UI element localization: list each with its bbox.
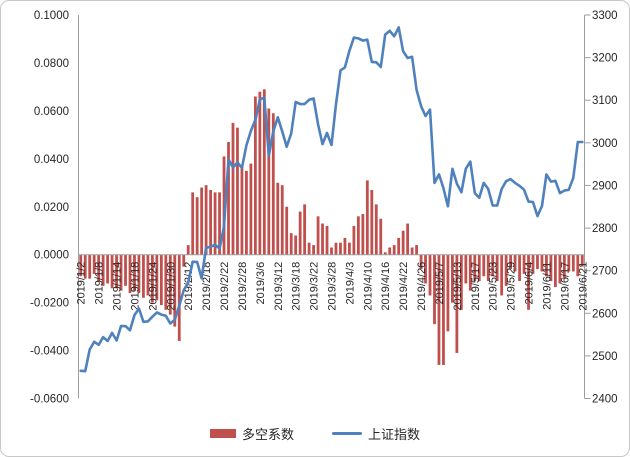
- x-axis-tick-label: 2019/5/13: [452, 262, 464, 311]
- x-axis-tick-label: 2019/6/11: [541, 262, 553, 310]
- right-axis-tick-label: 2900: [592, 180, 618, 192]
- right-axis-labels: 3300 3200 3100 3000 2900 2800 2700 2600 2500 2400: [584, 10, 618, 406]
- bar-series-swatch-icon: [209, 428, 236, 438]
- x-axis-tick-label: 2019/3/12: [273, 262, 285, 311]
- right-axis-tick-label: 3100: [592, 95, 618, 107]
- right-axis-tick-label: 3000: [592, 138, 618, 150]
- x-axis-tick-label: 2019/3/18: [291, 262, 303, 311]
- left-axis-tick-label: 0.0000: [34, 250, 69, 262]
- x-axis-tick-label: 2019/4/16: [380, 262, 392, 311]
- x-axis-tick-label: 2019/1/30: [165, 262, 177, 311]
- x-axis-tick-label: 2019/3/28: [327, 262, 339, 311]
- left-axis-tick-label: -0.0600: [30, 394, 69, 406]
- left-axis-tick-label: -0.0400: [30, 346, 69, 358]
- line-series: [79, 26, 584, 373]
- x-axis-labels: 2019/1/2 2019/1/8 2019/1/14 2019/1/18 2019/1…: [76, 262, 590, 311]
- x-axis-tick-label: 2019/5/7: [434, 262, 446, 305]
- line-series-swatch-icon: [332, 431, 362, 435]
- x-axis-tick-label: 2019/1/8: [94, 262, 106, 305]
- x-axis-tick-label: 2019/2/28: [237, 262, 249, 311]
- x-axis-tick-label: 2019/4/26: [416, 262, 428, 311]
- x-axis-tick-label: 2019/3/6: [255, 262, 267, 305]
- x-axis-tick-label: 2019/1/14: [112, 262, 124, 311]
- x-axis-tick-label: 2019/5/17: [470, 262, 482, 311]
- right-axis-tick-label: 2700: [592, 266, 618, 278]
- chart-legend: 多空系数 上证指数: [1, 421, 629, 445]
- legend-bar-label: 多空系数: [241, 426, 294, 442]
- right-axis-tick-label: 2600: [592, 308, 618, 320]
- x-axis-tick-label: 2019/2/22: [219, 262, 231, 311]
- left-axis-tick-label: 0.0600: [34, 106, 69, 118]
- chart-canvas: 0.1000 0.0800 0.0600 0.0400 0.0200 0.0000 -0.0…: [30, 10, 618, 406]
- left-axis-tick-label: 0.0200: [34, 202, 69, 214]
- x-axis-tick-label: 2019/2/18: [201, 262, 213, 311]
- left-axis-tick-label: 0.0800: [34, 58, 69, 70]
- x-axis-tick-label: 2019/6/17: [559, 262, 571, 311]
- bar-series: [79, 89, 584, 365]
- x-axis-tick-label: 2019/1/24: [147, 262, 159, 311]
- x-axis-tick-label: 2019/4/3: [344, 262, 356, 305]
- right-axis-tick-label: 2800: [592, 223, 618, 235]
- right-axis-tick-label: 3200: [592, 53, 618, 65]
- x-axis-tick-label: 2019/4/10: [362, 262, 374, 311]
- x-axis-tick-label: 2019/6/4: [524, 262, 536, 305]
- legend-item-bar-series: 多空系数: [209, 424, 294, 443]
- x-axis-tick-label: 2019/5/29: [506, 262, 518, 311]
- x-axis-tick-label: 2019/2/12: [183, 262, 195, 311]
- x-axis-tick-label: 2019/1/18: [130, 262, 142, 311]
- legend-item-line-series: 上证指数: [332, 424, 420, 443]
- x-axis-tick-label: 2019/4/22: [398, 262, 410, 311]
- right-axis-tick-label: 2400: [592, 394, 618, 406]
- x-axis-tick-label: 2019/6/21: [577, 262, 589, 311]
- left-axis-tick-label: 0.1000: [34, 10, 69, 22]
- x-axis-tick-label: 2019/3/22: [309, 262, 321, 311]
- x-axis-tick-label: 2019/5/23: [488, 262, 500, 311]
- left-axis-tick-label: -0.0200: [30, 298, 69, 310]
- right-axis-tick-label: 3300: [592, 10, 618, 22]
- left-axis-tick-label: 0.0400: [34, 154, 69, 166]
- right-axis-tick-label: 2500: [592, 351, 618, 363]
- left-axis-labels: 0.1000 0.0800 0.0600 0.0400 0.0200 0.0000 -0.0…: [30, 10, 69, 406]
- axes: [78, 15, 585, 399]
- legend-line-label: 上证指数: [368, 426, 421, 442]
- x-axis-tick-label: 2019/1/2: [76, 262, 88, 305]
